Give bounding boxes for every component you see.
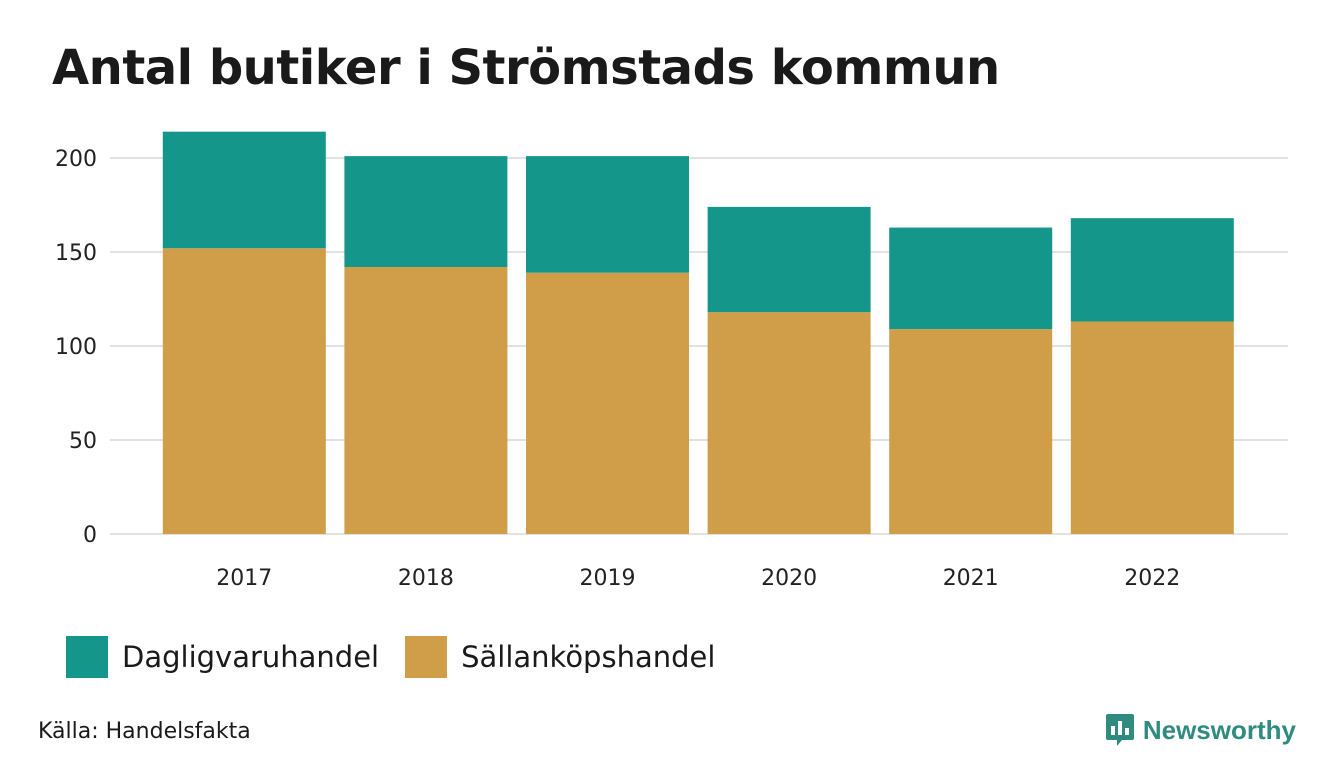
bar-sallankopshandel-2017 [162,248,326,535]
source-note: Källa: Handelsfakta [38,719,251,744]
y-tick-label: 0 [83,523,97,548]
x-tick-label: 2019 [580,566,636,591]
brand-label: Newsworthy [1142,714,1296,745]
legend: Dagligvaruhandel Sällanköpshandel [66,636,741,678]
x-axis-ticks: 2017 2018 2019 2020 2021 2022 [216,566,1180,591]
y-tick-label: 150 [55,241,97,266]
bar-dagligvaruhandel-2020 [707,206,871,313]
brand-logo: Newsworthy [1105,712,1296,748]
x-tick-label: 2020 [761,566,817,591]
x-tick-label: 2021 [943,566,999,591]
y-axis-ticks: 0 50 100 150 200 [55,147,97,548]
legend-label-dagligvaruhandel: Dagligvaruhandel [122,640,380,674]
y-tick-label: 50 [69,429,97,454]
x-tick-label: 2018 [398,566,454,591]
bar-sallankopshandel-2018 [344,267,508,534]
bar-sallankopshandel-2019 [526,272,689,534]
legend-item-dagligvaruhandel: Dagligvaruhandel [66,636,379,678]
y-tick-label: 200 [55,147,97,172]
legend-label-sallankopshandel: Sällanköpshandel [461,640,716,674]
newsworthy-logo-icon [1105,714,1134,746]
y-tick-label: 100 [55,335,97,360]
bar-sallankopshandel-2022 [1070,321,1234,534]
bar-dagligvaruhandel-2018 [344,156,508,268]
bar-dagligvaruhandel-2017 [162,131,326,249]
legend-swatch-dagligvaruhandel [66,636,108,678]
bar-dagligvaruhandel-2021 [889,227,1053,330]
bar-sallankopshandel-2020 [707,312,871,534]
chart-title: Antal butiker i Strömstads kommun [52,40,1000,96]
bar-sallankopshandel-2021 [889,329,1053,534]
bar-dagligvaruhandel-2019 [526,156,689,273]
legend-swatch-sallankopshandel [405,636,448,678]
bar-dagligvaruhandel-2022 [1070,218,1234,322]
x-tick-label: 2017 [216,566,272,591]
bars [162,131,1234,535]
legend-item-sallankopshandel: Sällanköpshandel [405,636,715,678]
x-tick-label: 2022 [1124,566,1180,591]
